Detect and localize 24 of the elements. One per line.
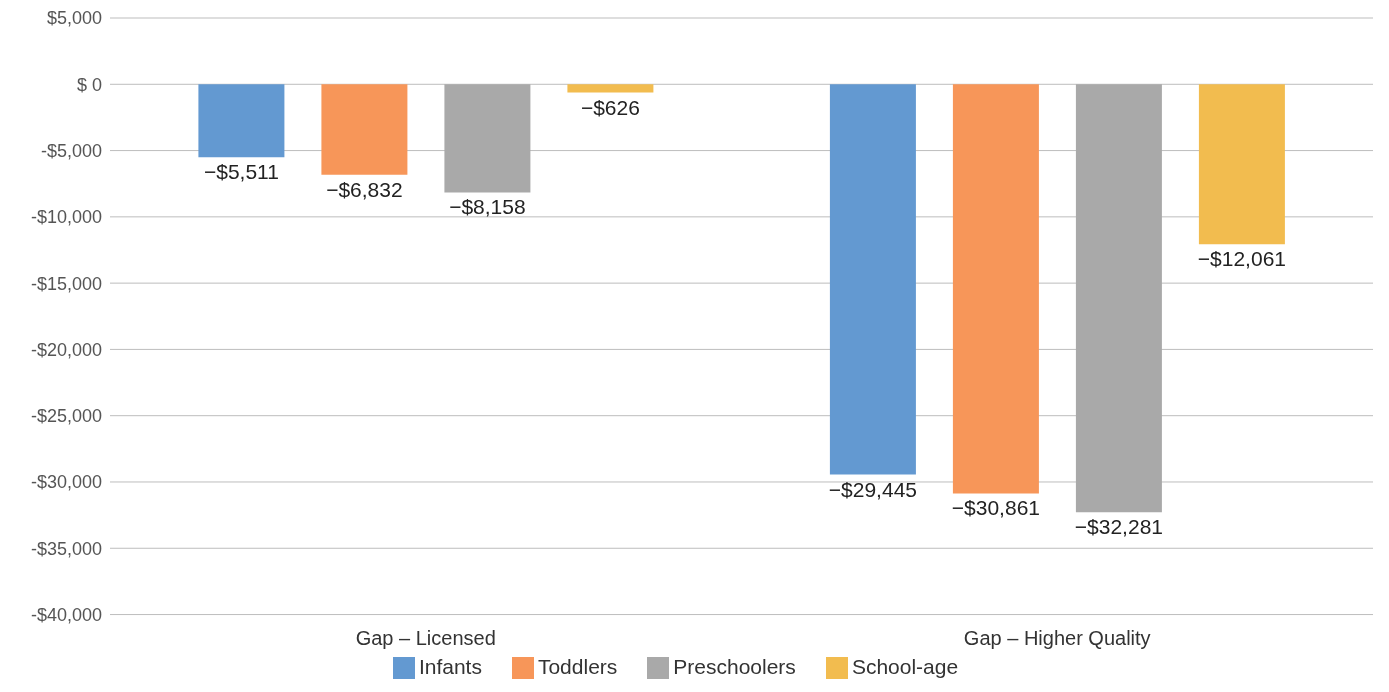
y-tick-label: $ 0 — [76, 74, 102, 95]
data-label: −$6,832 — [326, 177, 403, 201]
legend-label: Toddlers — [537, 654, 618, 678]
y-tick-label: -$20,000 — [30, 339, 102, 360]
legend-label: Infants — [418, 654, 482, 678]
y-tick-label: -$10,000 — [30, 207, 102, 228]
data-label: −$626 — [580, 95, 640, 119]
data-label: −$30,861 — [951, 496, 1040, 520]
legend-label: School-age — [851, 654, 959, 678]
y-tick-label: -$30,000 — [30, 472, 102, 493]
data-label: −$8,158 — [449, 195, 526, 219]
y-tick-label: -$5,000 — [40, 140, 102, 161]
y-tick-label: $5,000 — [46, 8, 102, 29]
x-tick-label: Gap – Licensed — [355, 626, 496, 649]
data-label: −$5,511 — [203, 160, 279, 184]
y-tick-label: -$25,000 — [30, 406, 102, 427]
data-label: −$12,061 — [1197, 247, 1286, 271]
data-label: −$29,445 — [828, 477, 917, 501]
y-tick-label: -$15,000 — [30, 273, 102, 294]
y-tick-label: -$35,000 — [30, 538, 102, 559]
legend-label: Preschoolers — [673, 654, 796, 678]
x-tick-label: Gap – Higher Quality — [963, 626, 1151, 649]
y-tick-label: -$40,000 — [30, 604, 102, 625]
data-label: −$32,281 — [1074, 515, 1163, 539]
